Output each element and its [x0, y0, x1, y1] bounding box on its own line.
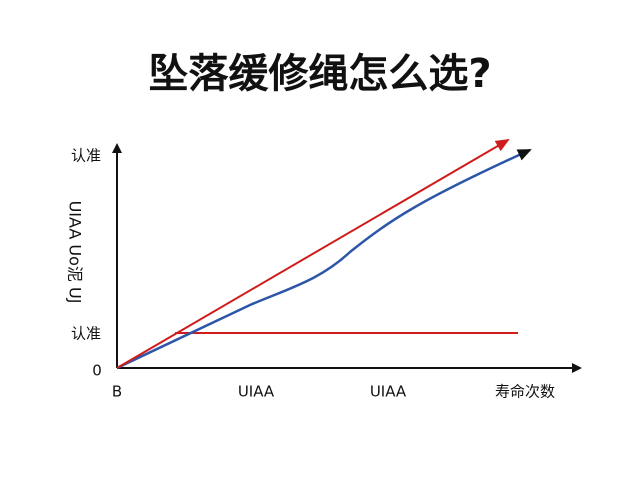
- origin-label: 0: [92, 362, 102, 380]
- y-mid-label: 认准: [71, 325, 101, 343]
- y-axis-title: UIAA Uo泥 UJ: [66, 201, 85, 304]
- red-line: [116, 138, 510, 369]
- title: 坠落缓修绳怎么选?: [148, 51, 491, 97]
- x-label: UIAA: [370, 383, 407, 401]
- y-top-label: 认准: [71, 147, 101, 165]
- x-label: B: [112, 383, 122, 401]
- blue-curve: [116, 148, 532, 370]
- x-label: 寿命次数: [495, 383, 555, 401]
- x-label: UIAA: [238, 383, 275, 401]
